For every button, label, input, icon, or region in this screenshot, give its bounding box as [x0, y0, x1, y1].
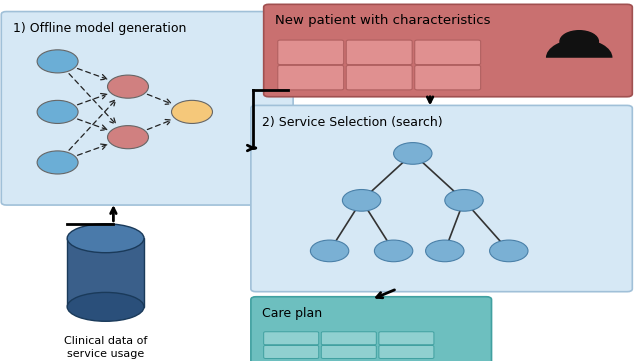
Circle shape [37, 100, 78, 123]
FancyBboxPatch shape [278, 40, 344, 65]
Circle shape [108, 75, 148, 98]
FancyBboxPatch shape [1, 12, 293, 205]
FancyBboxPatch shape [251, 105, 632, 292]
FancyBboxPatch shape [264, 332, 319, 345]
Ellipse shape [67, 224, 144, 253]
Bar [67, 238, 144, 307]
Circle shape [445, 190, 483, 211]
FancyBboxPatch shape [264, 4, 632, 97]
Text: 1) Offline model generation: 1) Offline model generation [13, 22, 186, 35]
Text: 2) Service Selection (search): 2) Service Selection (search) [262, 116, 443, 129]
FancyBboxPatch shape [321, 332, 376, 345]
FancyBboxPatch shape [264, 345, 319, 358]
Circle shape [394, 143, 432, 164]
Circle shape [172, 100, 212, 123]
FancyBboxPatch shape [346, 40, 412, 65]
FancyBboxPatch shape [278, 65, 344, 90]
Circle shape [108, 126, 148, 149]
Text: New patient with characteristics: New patient with characteristics [275, 14, 491, 27]
Text: Care plan: Care plan [262, 307, 323, 320]
Circle shape [37, 50, 78, 73]
Circle shape [37, 151, 78, 174]
Wedge shape [546, 39, 612, 58]
FancyBboxPatch shape [415, 40, 481, 65]
FancyBboxPatch shape [379, 345, 434, 358]
Circle shape [560, 31, 598, 52]
Circle shape [426, 240, 464, 262]
FancyBboxPatch shape [415, 65, 481, 90]
FancyBboxPatch shape [346, 65, 412, 90]
Circle shape [310, 240, 349, 262]
FancyBboxPatch shape [379, 332, 434, 345]
Text: Clinical data of
service usage: Clinical data of service usage [64, 336, 147, 359]
Circle shape [490, 240, 528, 262]
FancyBboxPatch shape [321, 345, 376, 358]
Circle shape [342, 190, 381, 211]
FancyBboxPatch shape [251, 297, 492, 361]
Circle shape [374, 240, 413, 262]
Ellipse shape [67, 292, 144, 321]
